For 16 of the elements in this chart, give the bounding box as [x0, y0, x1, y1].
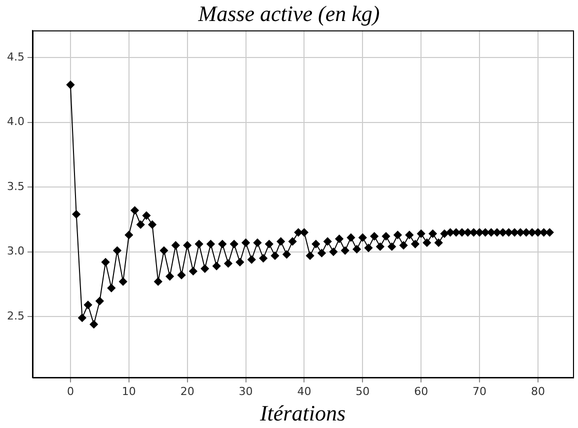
chart-title: Masse active (en kg) — [197, 0, 380, 26]
x-tick-label: 20 — [180, 384, 194, 398]
x-tick-label: 70 — [472, 384, 487, 398]
x-tick-label: 50 — [356, 384, 370, 398]
x-tick-label: 80 — [530, 384, 545, 398]
x-tick-label: 0 — [66, 384, 74, 398]
x-axis-title: Itérations — [258, 400, 346, 426]
x-tick-label: 60 — [414, 384, 428, 398]
y-tick-label: 3.5 — [6, 180, 24, 193]
y-tick-label: 4.5 — [6, 50, 24, 64]
y-tick-label: 4.0 — [6, 115, 24, 128]
x-tick-label: 30 — [238, 384, 253, 398]
y-tick-label: 3.0 — [6, 244, 24, 258]
x-tick-label: 10 — [122, 384, 136, 398]
x-tick-label: 40 — [297, 384, 312, 398]
y-tick-label: 2.5 — [6, 309, 24, 322]
